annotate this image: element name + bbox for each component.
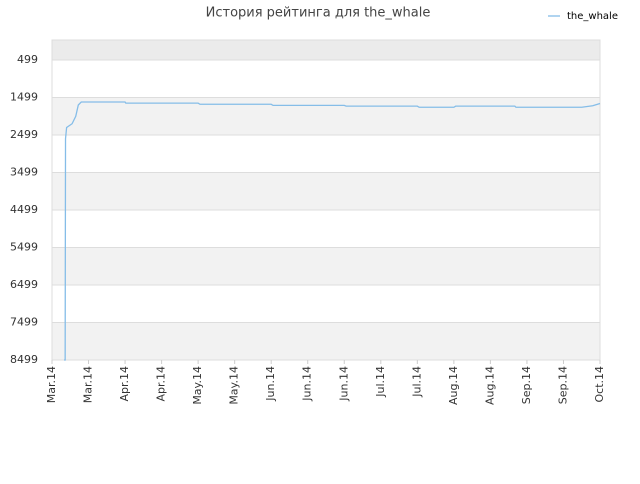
y-tick-label: 1499 (10, 90, 38, 103)
x-tick-label: Jul.14 (374, 366, 387, 398)
plot-frame (51, 39, 601, 361)
x-tick-label: Mar.14 (45, 366, 58, 403)
x-tick-label: Aug.14 (483, 366, 496, 405)
y-tick-label: 2499 (10, 128, 38, 141)
x-tick-label: Jun.14 (301, 366, 314, 402)
plot-band (52, 40, 600, 60)
x-tick-label: Apr.14 (118, 366, 131, 402)
x-tick-label: Aug.14 (447, 366, 460, 405)
y-tick-label: 4499 (10, 203, 38, 216)
y-tick-label: 5499 (10, 240, 38, 253)
x-tick-label: Sep.14 (520, 366, 533, 404)
y-tick-label: 7499 (10, 315, 38, 328)
x-tick-label: May.14 (191, 366, 204, 405)
x-tick-label: Sep.14 (556, 366, 569, 404)
x-tick-label: Jun.14 (264, 366, 277, 402)
y-tick-label: 6499 (10, 278, 38, 291)
x-tick-label: Jul.14 (410, 366, 423, 398)
x-tick-label: Oct.14 (593, 366, 606, 403)
x-tick-label: May.14 (228, 366, 241, 405)
plot-band (52, 322, 600, 360)
series-line (64, 101, 601, 361)
plot-band (52, 247, 600, 285)
plot-band (52, 172, 600, 210)
y-tick-label: 499 (17, 53, 38, 66)
y-tick-label: 3499 (10, 165, 38, 178)
x-tick-label: Jun.14 (337, 366, 350, 402)
x-tick-label: Mar.14 (82, 366, 95, 403)
chart-title: История рейтинга для the_whale (206, 6, 431, 21)
x-tick-label: Apr.14 (155, 366, 168, 402)
legend-label: the_whale (567, 11, 618, 22)
y-tick-label: 8499 (10, 353, 38, 366)
